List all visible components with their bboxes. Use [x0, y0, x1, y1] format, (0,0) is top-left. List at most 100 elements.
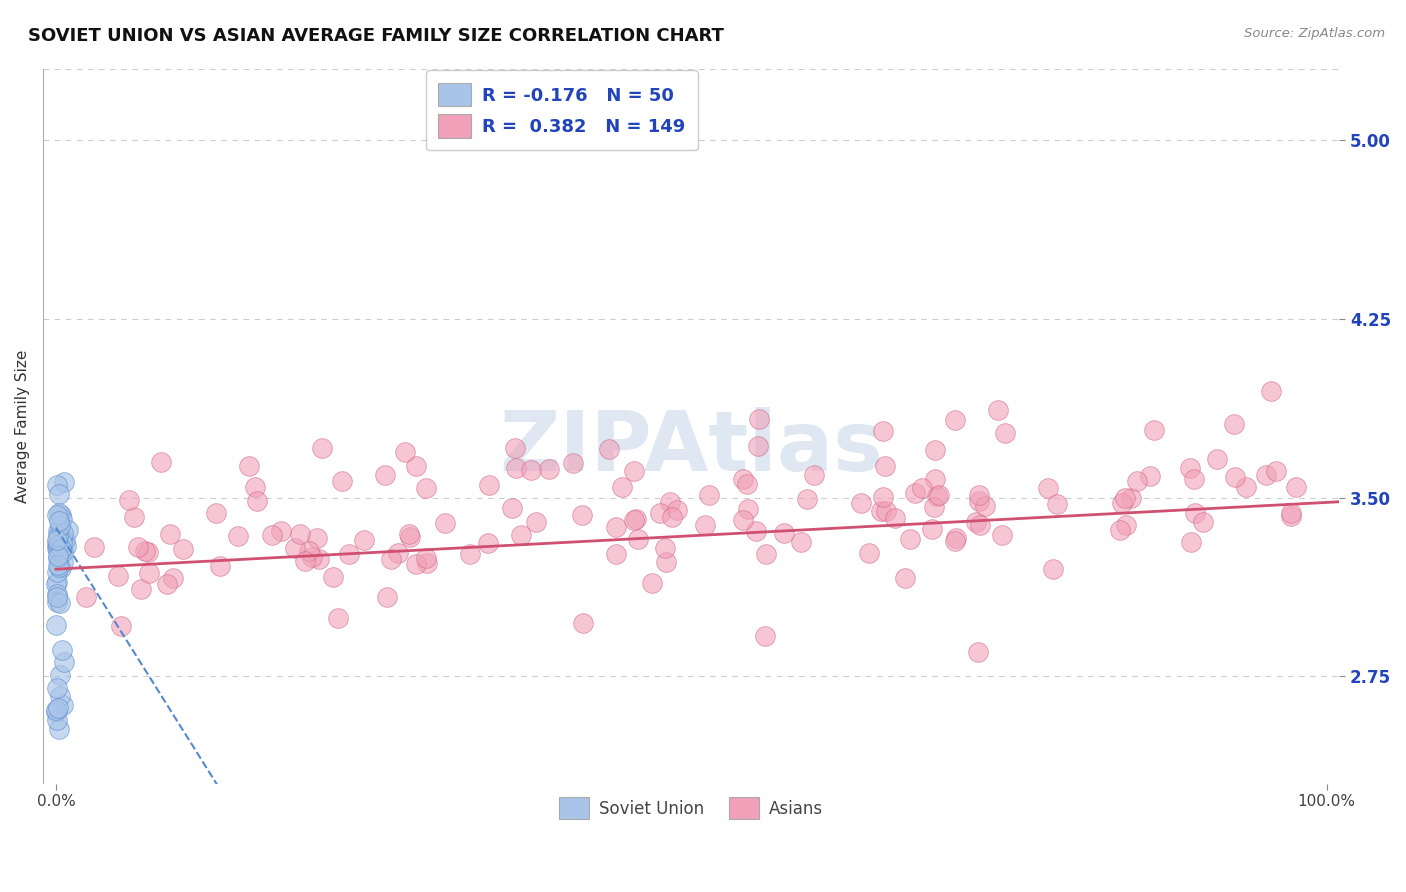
Point [904, 485, 927, 500]
Point [873, 458, 896, 473]
Point [1143, 423, 1166, 437]
Point [1206, 451, 1229, 466]
Point [380, 551, 402, 566]
Point [943, 413, 966, 427]
Text: ZIPAtlas: ZIPAtlas [499, 407, 883, 488]
Point [45, 618, 67, 632]
Point [693, 518, 716, 533]
Point [204, 506, 226, 520]
Point [138, 566, 160, 581]
Point [501, 501, 523, 516]
Point [45, 595, 67, 609]
Point [322, 570, 344, 584]
Point [477, 536, 499, 550]
Point [45, 590, 67, 604]
Point [245, 480, 267, 494]
Point [733, 472, 755, 486]
Point [605, 547, 627, 561]
Point [172, 542, 194, 557]
Point [1114, 491, 1136, 506]
Point [46, 537, 69, 551]
Point [623, 513, 645, 527]
Point [122, 510, 145, 524]
Point [1279, 506, 1302, 520]
Point [45, 574, 67, 589]
Point [107, 569, 129, 583]
Point [458, 547, 481, 561]
Point [301, 550, 323, 565]
Point [1184, 507, 1206, 521]
Point [298, 543, 321, 558]
Point [398, 530, 420, 544]
Point [48, 723, 70, 737]
Point [45, 703, 67, 717]
Point [45, 705, 67, 719]
Point [921, 522, 943, 536]
Point [478, 478, 501, 492]
Point [284, 541, 307, 555]
Point [659, 495, 682, 509]
Point [991, 528, 1014, 542]
Point [46, 508, 69, 523]
Point [790, 535, 813, 549]
Point [75, 591, 97, 605]
Point [129, 582, 152, 596]
Point [270, 524, 292, 538]
Y-axis label: Average Family Size: Average Family Size [15, 350, 30, 503]
Point [51, 544, 73, 558]
Point [51, 536, 73, 550]
Point [51, 545, 73, 559]
Text: SOVIET UNION VS ASIAN AVERAGE FAMILY SIZE CORRELATION CHART: SOVIET UNION VS ASIAN AVERAGE FAMILY SIZ… [28, 27, 724, 45]
Point [737, 502, 759, 516]
Point [969, 517, 991, 532]
Point [872, 425, 894, 439]
Point [56, 523, 79, 537]
Point [353, 533, 375, 547]
Point [851, 496, 873, 510]
Point [394, 445, 416, 459]
Point [1285, 480, 1308, 494]
Point [572, 616, 595, 631]
Point [870, 503, 893, 517]
Point [46, 549, 69, 564]
Legend: Soviet Union, Asians: Soviet Union, Asians [553, 790, 830, 825]
Point [967, 493, 990, 508]
Point [405, 458, 427, 473]
Point [1115, 517, 1137, 532]
Point [1182, 472, 1205, 486]
Point [1279, 508, 1302, 523]
Point [46, 537, 69, 551]
Point [1139, 469, 1161, 483]
Point [159, 527, 181, 541]
Point [900, 533, 922, 547]
Point [754, 629, 776, 643]
Point [1222, 417, 1244, 431]
Point [924, 443, 946, 458]
Point [1111, 496, 1133, 510]
Point [162, 571, 184, 585]
Point [748, 411, 770, 425]
Point [209, 558, 232, 573]
Point [755, 547, 778, 561]
Point [1264, 464, 1286, 478]
Point [605, 520, 627, 534]
Point [46, 524, 69, 539]
Point [51, 643, 73, 657]
Point [1178, 461, 1201, 475]
Point [1042, 562, 1064, 576]
Point [1126, 474, 1149, 488]
Point [1180, 535, 1202, 549]
Point [136, 545, 159, 559]
Point [48, 487, 70, 501]
Point [858, 546, 880, 560]
Point [226, 529, 249, 543]
Text: Source: ZipAtlas.com: Source: ZipAtlas.com [1244, 27, 1385, 40]
Point [375, 591, 398, 605]
Point [648, 507, 671, 521]
Point [1192, 515, 1215, 529]
Point [1234, 480, 1257, 494]
Point [49, 518, 72, 533]
Point [46, 542, 69, 557]
Point [150, 455, 173, 469]
Point [571, 508, 593, 522]
